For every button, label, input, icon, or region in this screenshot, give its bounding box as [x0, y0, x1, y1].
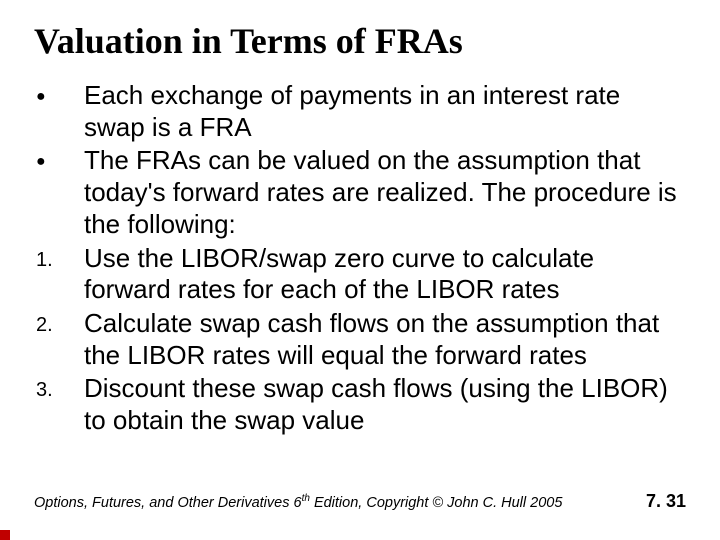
footer-text-pre: Options, Futures, and Other Derivatives … — [34, 494, 302, 510]
slide-body: ● Each exchange of payments in an intere… — [34, 80, 686, 437]
list-item: 2. Calculate swap cash flows on the assu… — [34, 308, 686, 371]
list-item-text: Use the LIBOR/swap zero curve to calcula… — [84, 243, 686, 306]
page-number: 7. 31 — [646, 491, 686, 512]
bullet-icon: ● — [34, 80, 84, 106]
list-number: 2. — [34, 308, 84, 337]
footer-text-post: Edition, Copyright © John C. Hull 2005 — [310, 494, 562, 510]
list-item: ● The FRAs can be valued on the assumpti… — [34, 145, 686, 240]
list-item: 3. Discount these swap cash flows (using… — [34, 373, 686, 436]
footer-text-sup: th — [302, 493, 310, 504]
list-item-text: Each exchange of payments in an interest… — [84, 80, 686, 143]
footer-citation: Options, Futures, and Other Derivatives … — [34, 493, 562, 511]
list-item-text: Calculate swap cash flows on the assumpt… — [84, 308, 686, 371]
list-item: ● Each exchange of payments in an intere… — [34, 80, 686, 143]
list-item-text: The FRAs can be valued on the assumption… — [84, 145, 686, 240]
list-item-text: Discount these swap cash flows (using th… — [84, 373, 686, 436]
slide: Valuation in Terms of FRAs ● Each exchan… — [0, 0, 720, 540]
list-number: 1. — [34, 243, 84, 272]
list-item: 1. Use the LIBOR/swap zero curve to calc… — [34, 243, 686, 306]
slide-title: Valuation in Terms of FRAs — [34, 20, 686, 62]
list-number: 3. — [34, 373, 84, 402]
corner-accent-icon — [0, 530, 10, 540]
slide-footer: Options, Futures, and Other Derivatives … — [34, 491, 686, 512]
bullet-icon: ● — [34, 145, 84, 171]
